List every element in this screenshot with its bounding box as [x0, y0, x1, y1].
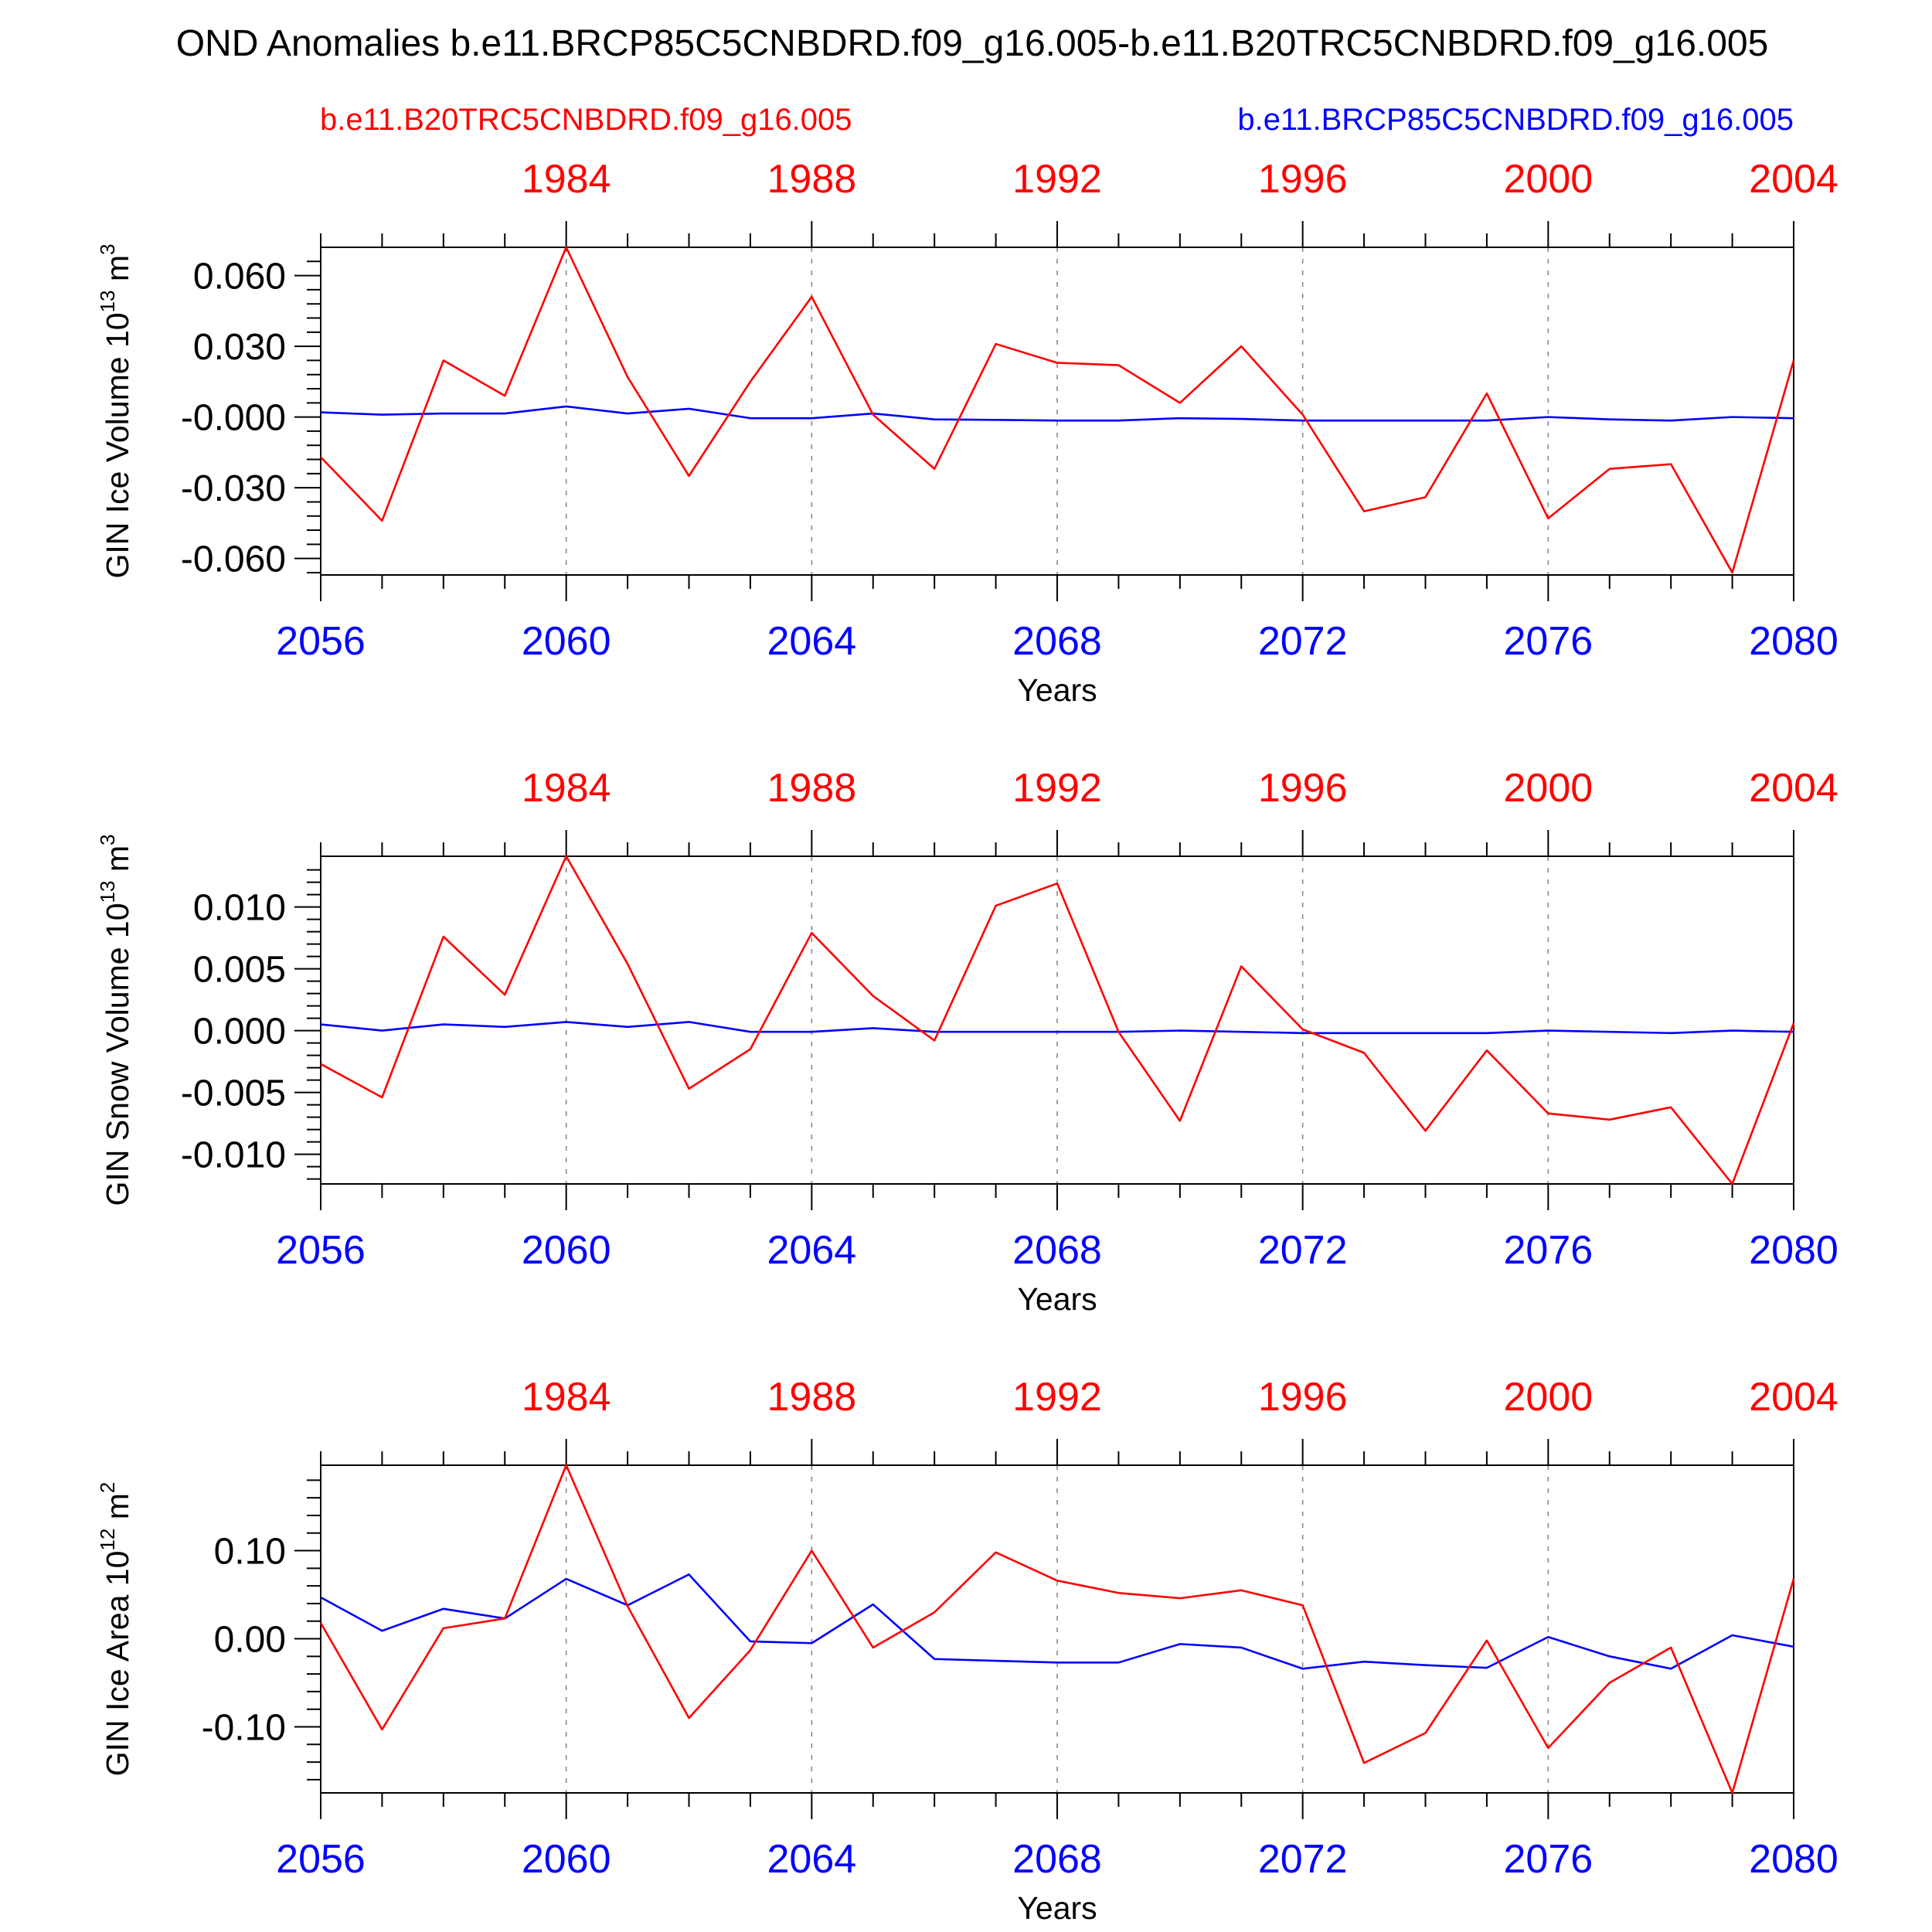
- x-top-tick-label: 1992: [1012, 1375, 1102, 1420]
- x-tick-label: 2060: [522, 619, 611, 664]
- y-tick-label: 0.10: [214, 1532, 286, 1573]
- y-axis-label-superscript: 12: [96, 1529, 119, 1551]
- x-top-tick-label: 1988: [767, 157, 856, 202]
- x-top-tick-label: 1996: [1258, 157, 1348, 202]
- x-top-tick-label: 2000: [1503, 1375, 1593, 1420]
- x-top-tick-label: 1992: [1012, 157, 1102, 202]
- series-line-red: [319, 1464, 1795, 1794]
- y-tick-label: -0.060: [181, 539, 286, 580]
- x-axis-label: Years: [1017, 672, 1097, 708]
- x-tick-label: 2068: [1012, 619, 1102, 664]
- series-line-blue: [320, 405, 1794, 422]
- y-tick-label: 0.010: [193, 888, 286, 929]
- x-top-tick-label: 2004: [1749, 766, 1838, 811]
- y-axis-label-superscript: 3: [96, 835, 119, 845]
- y-axis-label-part: GIN Snow Volume 10: [100, 903, 135, 1206]
- x-tick-label: 2072: [1258, 619, 1348, 664]
- y-axis-label: GIN Ice Volume 1013 m3: [96, 243, 135, 578]
- series-line-red: [320, 246, 1795, 574]
- panel-2: 2056 2060 2064 2068 2072 2076 2080 Years 1984 198…: [96, 766, 1838, 1317]
- y-tick-label: -0.000: [181, 398, 286, 439]
- series-line-red: [320, 855, 1795, 1185]
- y-axis-label-superscript: 2: [96, 1482, 119, 1493]
- x-top-tick-label: 1988: [767, 766, 856, 811]
- y-tick-label: -0.030: [181, 468, 286, 509]
- series-line-blue: [320, 1021, 1794, 1035]
- y-tick-label: 0.005: [193, 950, 286, 991]
- legend-label-red: b.e11.B20TRC5CNBDRD.f09_g16.005: [320, 103, 852, 137]
- x-axis-label: Years: [1017, 1281, 1097, 1317]
- x-top-tick-label: 2004: [1749, 1375, 1838, 1420]
- y-axis-label-superscript: 13: [96, 290, 119, 312]
- x-tick-label: 2056: [276, 1837, 366, 1882]
- x-top-tick-label: 2000: [1503, 766, 1593, 811]
- x-tick-label: 2080: [1749, 1228, 1838, 1273]
- y-tick-label: 0.060: [193, 257, 286, 298]
- panel-3: 2056 2060 2064 2068 2072 2076 2080 Years 1984 198…: [96, 1375, 1838, 1926]
- y-tick-label: -0.010: [181, 1135, 286, 1176]
- y-tick-label: -0.10: [202, 1708, 286, 1749]
- y-tick-label: 0.00: [214, 1620, 286, 1661]
- x-tick-label: 2068: [1012, 1837, 1102, 1882]
- y-axis-label-part: GIN Ice Area 10: [100, 1551, 135, 1777]
- x-top-tick-label: 1988: [767, 1375, 856, 1420]
- series-line-blue: [320, 1573, 1794, 1670]
- x-tick-label: 2064: [767, 1228, 856, 1273]
- chart-title: OND Anomalies b.e11.BRCP85C5CNBDRD.f09_g…: [176, 23, 1769, 64]
- x-tick-label: 2056: [276, 619, 366, 664]
- panel-1: 2056 2060 2064 2068 2072 2076 2080 Years 1984 198…: [96, 157, 1838, 708]
- x-tick-label: 2064: [767, 619, 856, 664]
- y-axis-label-part: m: [100, 845, 135, 881]
- y-tick-label: 0.030: [193, 327, 286, 368]
- x-tick-label: 2072: [1258, 1228, 1348, 1273]
- x-top-tick-label: 1984: [522, 766, 611, 811]
- y-axis-label: GIN Ice Area 1012 m2: [96, 1482, 135, 1777]
- x-top-tick-label: 1996: [1258, 766, 1348, 811]
- x-tick-label: 2076: [1503, 1228, 1593, 1273]
- y-tick-label: -0.005: [181, 1073, 286, 1114]
- legend-label-blue: b.e11.BRCP85C5CNBDRD.f09_g16.005: [1237, 103, 1794, 137]
- x-top-tick-label: 1984: [522, 157, 611, 202]
- y-axis-label: GIN Snow Volume 1013 m3: [96, 835, 135, 1206]
- x-top-tick-label: 2000: [1503, 157, 1593, 202]
- y-tick-label: 0.000: [193, 1012, 286, 1053]
- x-tick-label: 2080: [1749, 619, 1838, 664]
- x-tick-label: 2060: [522, 1228, 611, 1273]
- x-top-tick-label: 1984: [522, 1375, 611, 1420]
- x-tick-label: 2076: [1503, 619, 1593, 664]
- x-tick-label: 2080: [1749, 1837, 1838, 1882]
- x-top-tick-label: 1992: [1012, 766, 1102, 811]
- panels-group: 2056 2060 2064 2068 2072 2076 2080 Years 1984 198…: [96, 157, 1838, 1926]
- x-tick-label: 2064: [767, 1837, 856, 1882]
- y-axis-label-superscript: 13: [96, 881, 119, 903]
- x-top-tick-label: 2004: [1749, 157, 1838, 202]
- x-tick-label: 2056: [276, 1228, 366, 1273]
- x-tick-label: 2072: [1258, 1837, 1348, 1882]
- y-axis-label-superscript: 3: [96, 243, 119, 254]
- x-top-tick-label: 1996: [1258, 1375, 1348, 1420]
- y-axis-label-part: m: [100, 255, 135, 291]
- x-tick-label: 2060: [522, 1837, 611, 1882]
- x-tick-label: 2076: [1503, 1837, 1593, 1882]
- x-tick-label: 2068: [1012, 1228, 1102, 1273]
- x-axis-label: Years: [1017, 1890, 1097, 1926]
- y-axis-label-part: m: [100, 1493, 135, 1529]
- y-axis-label-part: GIN Ice Volume 10: [100, 312, 135, 578]
